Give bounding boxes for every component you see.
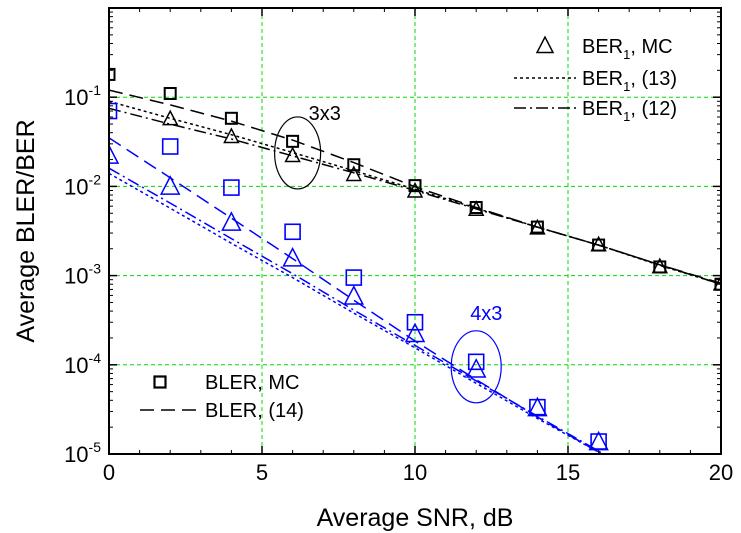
x-tick-label: 10 bbox=[403, 460, 427, 485]
y-axis-title: Average BLER/BER bbox=[12, 119, 40, 342]
series-3x3-ber-triangle-marker bbox=[345, 165, 363, 182]
series-3x3-bler-square-marker bbox=[224, 111, 238, 125]
series-3x3-ber-dashdot-line bbox=[109, 107, 721, 285]
series-3x3-bler-square-marker bbox=[163, 87, 177, 101]
series-3x3-ber-dotted-line bbox=[109, 100, 721, 285]
legend-layer: BER1, MC BER1, (13) BER1, (12) BLER, MC BLER… bbox=[140, 35, 677, 422]
series-4x3-ber-triangle-marker bbox=[588, 430, 609, 451]
series-4x3-ber-triangle-marker bbox=[282, 246, 303, 267]
legend-bottom-left-item-marker bbox=[153, 375, 167, 389]
series-3x3-bler-square-marker bbox=[109, 67, 116, 81]
y-tick-label: 10-5 bbox=[64, 439, 101, 467]
x-tick-label: 15 bbox=[556, 460, 580, 485]
x-axis-title: Average SNR, dB bbox=[317, 504, 514, 532]
x-tick-label: 5 bbox=[256, 460, 268, 485]
series-3x3-bler-square-marker bbox=[714, 277, 721, 291]
series-4x3-ber-triangle-marker bbox=[159, 175, 181, 195]
series-4x3-ber-triangle-marker bbox=[221, 211, 242, 231]
series-3x3-ber-triangle-marker bbox=[406, 181, 424, 198]
annotation-ellipse-4x3 bbox=[450, 330, 502, 404]
legend-top-right-item-marker bbox=[535, 35, 555, 54]
series-4x3-ber-triangle-marker bbox=[465, 358, 487, 378]
y-tick-label: 10-1 bbox=[64, 82, 101, 110]
legend-top-right-item-text: BER1, (12) bbox=[582, 98, 677, 124]
x-tick-label: 20 bbox=[709, 460, 733, 485]
annotation-label-4x3: 4x3 bbox=[470, 303, 502, 325]
tick-layer: 0 5 10 15 20 10-5 10-4 10-3 10-2 10-1 bbox=[64, 8, 733, 485]
series-4x3-ber-triangle-marker bbox=[343, 285, 365, 305]
series-4x3-ber-triangle-marker bbox=[404, 322, 426, 343]
series-4x3-bler-square-marker bbox=[345, 269, 363, 286]
legend-top-right-item-text: BER1, MC bbox=[582, 36, 673, 62]
series-layer bbox=[109, 67, 721, 454]
legend-top-right-item-text: BER1, (13) bbox=[582, 68, 677, 94]
y-tick-label: 10-3 bbox=[64, 261, 101, 289]
y-tick-label: 10-4 bbox=[64, 350, 101, 378]
series-4x3-bler-square-marker bbox=[467, 353, 485, 371]
series-4x3-ber-dotted-line bbox=[109, 172, 603, 454]
series-4x3-ber-dashdot-line bbox=[109, 167, 604, 454]
series-3x3-ber-triangle-marker bbox=[529, 218, 546, 235]
annotation-label-3x3: 3x3 bbox=[309, 103, 341, 125]
series-4x3-bler-square-marker bbox=[284, 223, 301, 241]
series-4x3-bler-square-marker bbox=[161, 138, 179, 155]
legend-bottom-left-item-text: BLER, (14) bbox=[205, 400, 304, 422]
legend-bottom-left-item-text: BLER, MC bbox=[205, 372, 299, 394]
series-4x3-bler-square-marker bbox=[223, 179, 240, 196]
annotation-layer: 3x3 4x3 bbox=[274, 103, 502, 404]
y-tick-label: 10-2 bbox=[64, 171, 101, 199]
series-3x3-ber-triangle-marker bbox=[161, 109, 179, 126]
grid-layer bbox=[109, 8, 721, 454]
series-4x3-ber-triangle-marker bbox=[109, 144, 120, 164]
series-4x3-bler-square-marker bbox=[109, 102, 118, 120]
x-tick-label: 0 bbox=[103, 460, 115, 485]
series-3x3-ber-triangle-marker bbox=[223, 127, 240, 144]
annotation-ellipse-3x3 bbox=[274, 116, 322, 190]
series-4x3-bler-square-marker bbox=[406, 313, 424, 331]
